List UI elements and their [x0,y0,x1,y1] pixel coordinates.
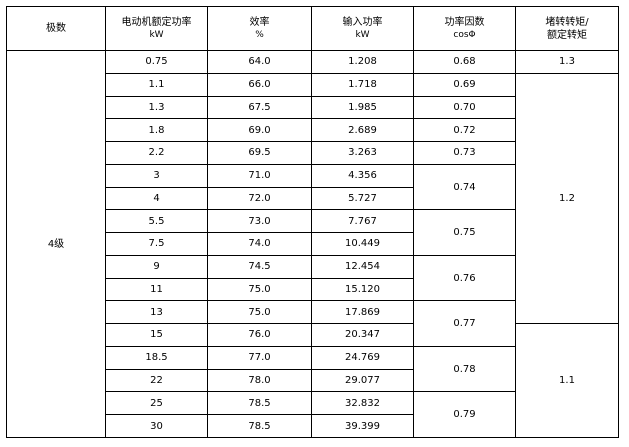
power-cell: 13 [105,300,208,324]
input-power-cell: 1.985 [311,95,414,120]
power-cell: 4 [105,186,208,211]
power-factor-cell: 0.79 [413,391,516,438]
header-efficiency-label: 效率 [249,16,270,28]
header-efficiency: 效率 % [207,6,312,51]
header-input-power: 输入功率 kW [311,6,414,51]
table-row: 7.5 74.0 10.449 [7,232,619,256]
input-power-cell: 17.869 [311,300,414,324]
input-power-cell: 5.727 [311,186,414,211]
input-power-cell: 10.449 [311,232,414,256]
input-power-cell: 12.454 [311,254,414,279]
power-cell: 9 [105,254,208,279]
efficiency-cell: 69.0 [207,118,312,142]
table-row: 15 76.0 20.347 1.1 [7,323,619,438]
poles-cell: 4级 [6,50,106,438]
header-efficiency-unit: % [255,29,264,40]
input-power-cell: 32.832 [311,391,414,415]
header-rated-power-label: 电动机额定功率 [121,16,192,28]
power-cell: 15 [105,323,208,347]
power-factor-cell: 0.69 [413,72,516,97]
header-torque-ratio-line2: 额定转矩 [547,29,587,41]
motor-spec-table: 极数 电动机额定功率 kW 效率 % 输入功率 kW 功率因数 cosΦ 堵转转… [6,6,619,438]
efficiency-cell: 75.0 [207,300,312,324]
efficiency-cell: 64.0 [207,50,312,74]
efficiency-cell: 76.0 [207,323,312,347]
power-factor-cell: 0.73 [413,141,516,165]
efficiency-cell: 73.0 [207,209,312,233]
power-cell: 7.5 [105,232,208,256]
input-power-cell: 1.208 [311,50,414,74]
input-power-cell: 2.689 [311,118,414,142]
power-cell: 25 [105,391,208,415]
table-row: 2.2 69.5 3.263 0.73 [7,141,619,165]
power-factor-cell: 0.68 [413,50,516,74]
power-factor-cell: 0.76 [413,254,516,302]
table-row: 3 71.0 4.356 0.74 [7,163,619,211]
efficiency-cell: 74.0 [207,232,312,256]
power-factor-cell: 0.70 [413,95,516,120]
efficiency-cell: 75.0 [207,277,312,302]
input-power-cell: 1.718 [311,72,414,97]
input-power-cell: 29.077 [311,368,414,393]
header-power-factor: 功率因数 cosΦ [413,6,516,51]
power-cell: 3 [105,163,208,188]
power-cell: 5.5 [105,209,208,233]
table-row: 9 74.5 12.454 0.76 [7,254,619,302]
efficiency-cell: 69.5 [207,141,312,165]
power-cell: 0.75 [105,50,208,74]
table-row: 18.5 77.0 24.769 0.78 [7,345,619,393]
header-power-factor-label: 功率因数 [444,16,485,28]
efficiency-cell: 66.0 [207,72,312,97]
header-rated-power-unit: kW [149,29,164,40]
power-factor-cell: 0.74 [413,163,516,211]
efficiency-cell: 78.5 [207,414,312,438]
input-power-cell: 7.767 [311,209,414,233]
efficiency-cell: 72.0 [207,186,312,211]
efficiency-cell: 77.0 [207,345,312,370]
header-torque-ratio-line1: 堵转转矩/ [545,16,589,28]
header-row: 极数 电动机额定功率 kW 效率 % 输入功率 kW 功率因数 cosΦ 堵转转… [6,6,619,51]
table-row: 11 75.0 15.120 [7,277,619,302]
input-power-cell: 24.769 [311,345,414,370]
header-torque-ratio: 堵转转矩/ 额定转矩 [515,6,619,51]
power-cell: 11 [105,277,208,302]
input-power-cell: 20.347 [311,323,414,347]
power-cell: 1.3 [105,95,208,120]
header-rated-power: 电动机额定功率 kW [105,6,208,51]
input-power-cell: 3.263 [311,141,414,165]
table-row: 1.3 67.5 1.985 0.70 [7,95,619,120]
torque-ratio-cell: 1.1 [515,323,619,438]
power-factor-cell: 0.75 [413,209,516,256]
power-cell: 22 [105,368,208,393]
power-cell: 1.8 [105,118,208,142]
table-row: 22 78.0 29.077 [7,368,619,393]
power-factor-cell: 0.72 [413,118,516,142]
efficiency-cell: 71.0 [207,163,312,188]
torque-ratio-cell: 1.2 [515,72,619,325]
power-cell: 18.5 [105,345,208,370]
power-cell: 1.1 [105,72,208,97]
torque-ratio-cell: 1.3 [515,50,619,74]
header-input-power-label: 输入功率 [342,16,383,28]
power-factor-cell: 0.77 [413,300,516,347]
efficiency-cell: 78.5 [207,391,312,415]
table-row: 30 78.5 39.399 [7,414,619,438]
efficiency-cell: 67.5 [207,95,312,120]
efficiency-cell: 78.0 [207,368,312,393]
header-poles: 极数 [6,6,106,51]
power-factor-cell: 0.78 [413,345,516,393]
table-row: 4级 0.75 64.0 1.208 0.68 1.3 [6,50,619,438]
power-cell: 2.2 [105,141,208,165]
table-row: 13 75.0 17.869 0.77 [7,300,619,347]
efficiency-cell: 74.5 [207,254,312,279]
input-power-cell: 4.356 [311,163,414,188]
table-row: 1.1 66.0 1.718 0.69 1.2 [7,72,619,325]
header-power-factor-unit: cosΦ [453,29,476,40]
input-power-cell: 15.120 [311,277,414,302]
header-input-power-unit: kW [355,29,370,40]
table-row: 25 78.5 32.832 0.79 [7,391,619,438]
input-power-cell: 39.399 [311,414,414,438]
power-cell: 30 [105,414,208,438]
